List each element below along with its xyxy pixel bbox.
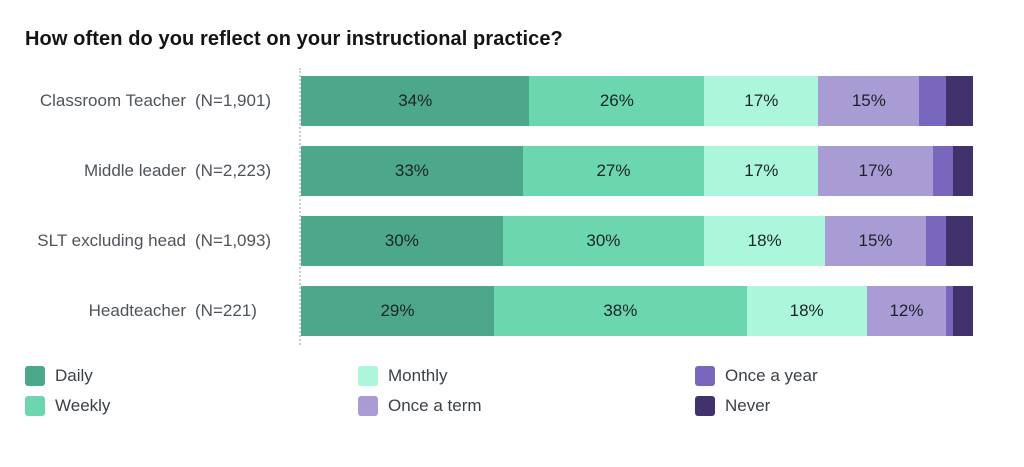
bar-segment-never [946, 216, 973, 266]
segment-value-label: 12% [889, 301, 924, 320]
row-label: Headteacher (N=221) [0, 286, 283, 336]
legend-column: Monthly Once a term [358, 366, 695, 416]
sample-size-label: (N=1,093) [195, 231, 272, 250]
bar-segment-weekly: 30% [502, 216, 705, 266]
segment-value-label: 26% [599, 91, 634, 110]
bar-segment-daily: 30% [301, 216, 503, 266]
legend-column: Daily Weekly [25, 366, 358, 416]
bar-segment-once-a-term: 15% [818, 76, 920, 126]
category-label: SLT excluding head [37, 231, 186, 250]
sample-size-label: (N=1,901) [195, 91, 272, 110]
bar-row-middle-leader: Middle leader (N=2,223) 33% 27% 17% 17% [0, 146, 1024, 196]
bar-segment-daily: 33% [301, 146, 523, 196]
legend-label: Monthly [388, 366, 448, 385]
bar-segment-daily: 34% [301, 76, 530, 126]
segment-value-label: 17% [744, 161, 779, 180]
legend-swatch-icon [25, 366, 45, 386]
category-label: Classroom Teacher [39, 91, 186, 110]
legend-swatch-icon [25, 396, 45, 416]
segment-value-label: 18% [747, 231, 782, 250]
bar-segment-daily: 29% [301, 286, 494, 336]
sample-size-label: (N=2,223) [195, 161, 272, 180]
segment-value-label: 34% [398, 91, 433, 110]
bar-segment-never [952, 146, 973, 196]
bar-segment-once-a-term: 12% [866, 286, 947, 336]
bar-segment-weekly: 38% [493, 286, 747, 336]
legend-item-once-a-term: Once a term [358, 396, 695, 416]
legend-swatch-icon [358, 366, 378, 386]
bar-track: 33% 27% 17% 17% [301, 146, 973, 196]
legend-swatch-icon [695, 396, 715, 416]
legend-item-weekly: Weekly [25, 396, 358, 416]
legend-item-never: Never [695, 396, 1024, 416]
row-label: Classroom Teacher (N=1,901) [0, 76, 283, 126]
segment-value-label: 30% [586, 231, 621, 250]
legend-item-daily: Daily [25, 366, 358, 386]
segment-value-label: 18% [789, 301, 824, 320]
legend: Daily Weekly Monthly Once a term Once a year… [25, 366, 1024, 416]
bar-segment-never [953, 286, 973, 336]
category-label: Headteacher [88, 301, 186, 320]
legend-swatch-icon [695, 366, 715, 386]
segment-value-label: 15% [858, 231, 893, 250]
legend-item-once-a-year: Once a year [695, 366, 1024, 386]
bar-track: 30% 30% 18% 15% [301, 216, 973, 266]
segment-value-label: 15% [851, 91, 886, 110]
bar-segment-monthly: 18% [746, 286, 867, 336]
chart-page: How often do you reflect on your instruc… [0, 28, 1024, 467]
bar-segment-weekly: 26% [529, 76, 705, 126]
axis-baseline [299, 68, 301, 345]
bar-segment-monthly: 17% [704, 76, 819, 126]
bar-segment-monthly: 18% [704, 216, 826, 266]
legend-label: Once a year [725, 366, 818, 385]
chart-title: How often do you reflect on your instruc… [25, 28, 563, 50]
segment-value-label: 33% [394, 161, 429, 180]
bar-segment-once-a-term: 17% [818, 146, 933, 196]
bar-row-slt-excluding-head: SLT excluding head (N=1,093) 30% 30% 18% 15% [0, 216, 1024, 266]
bar-segment-never [946, 76, 973, 126]
sample-size-label: (N=221) [195, 301, 257, 320]
legend-column: Once a year Never [695, 366, 1024, 416]
bar-segment-once-a-year [932, 146, 953, 196]
segment-value-label: 27% [596, 161, 631, 180]
segment-value-label: 29% [380, 301, 415, 320]
stacked-bar-chart: Classroom Teacher (N=1,901) 34% 26% 17% 15% Mi… [0, 68, 1024, 345]
legend-label: Never [725, 396, 771, 415]
legend-label: Once a term [388, 396, 482, 415]
bar-segment-monthly: 17% [704, 146, 819, 196]
legend-swatch-icon [358, 396, 378, 416]
bar-rows: Classroom Teacher (N=1,901) 34% 26% 17% 15% Mi… [0, 76, 1024, 336]
bar-segment-once-a-year [925, 216, 947, 266]
bar-track: 29% 38% 18% 12% [301, 286, 973, 336]
legend-label: Daily [55, 366, 93, 385]
bar-segment-once-a-term: 15% [825, 216, 926, 266]
legend-item-monthly: Monthly [358, 366, 695, 386]
segment-value-label: 38% [603, 301, 638, 320]
bar-row-classroom-teacher: Classroom Teacher (N=1,901) 34% 26% 17% 15% [0, 76, 1024, 126]
segment-value-label: 17% [858, 161, 893, 180]
bar-segment-once-a-year [946, 286, 954, 336]
segment-value-label: 30% [384, 231, 419, 250]
bar-segment-weekly: 27% [522, 146, 705, 196]
row-label: Middle leader (N=2,223) [0, 146, 283, 196]
bar-row-headteacher: Headteacher (N=221) 29% 38% 18% 12% [0, 286, 1024, 336]
category-label: Middle leader [83, 161, 186, 180]
bar-track: 34% 26% 17% 15% [301, 76, 973, 126]
segment-value-label: 17% [744, 91, 779, 110]
row-label: SLT excluding head (N=1,093) [0, 216, 283, 266]
legend-label: Weekly [55, 396, 111, 415]
bar-segment-once-a-year [919, 76, 947, 126]
